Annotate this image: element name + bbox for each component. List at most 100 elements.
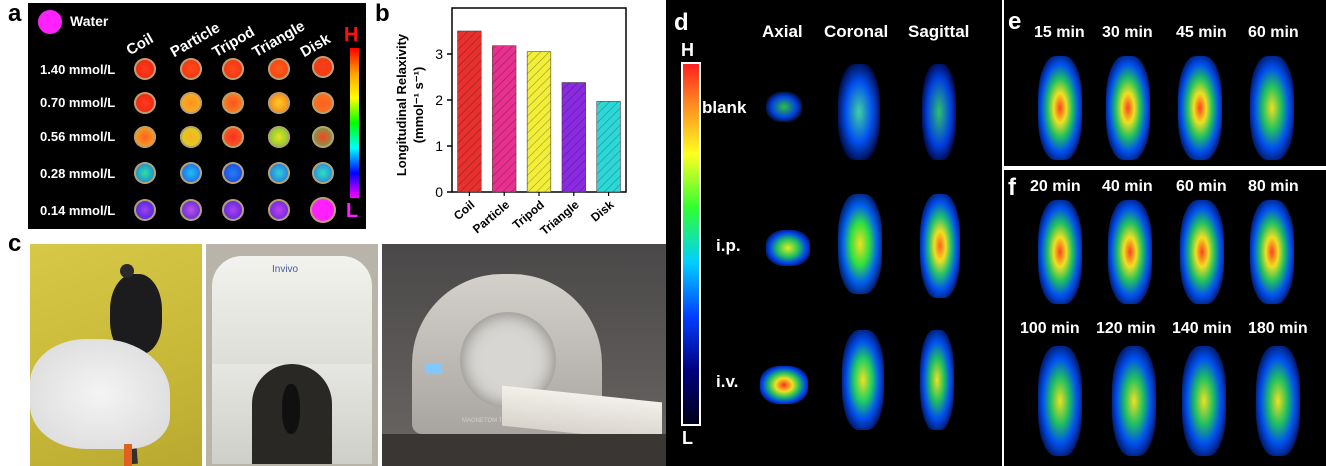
well: [134, 162, 156, 184]
e-time-1: 15 min: [1034, 24, 1085, 41]
well: [312, 126, 334, 148]
bar-hatch-tripod: [527, 51, 551, 193]
scan-axial-ip: [766, 230, 810, 266]
color-scale-bar: [350, 48, 359, 198]
well: [180, 199, 202, 221]
y-tick-label: 0: [435, 184, 443, 200]
coil-device-photo: Invivo: [206, 244, 378, 466]
row-label-2: 0.70 mmol/L: [40, 95, 116, 110]
well: [180, 126, 202, 148]
f-time-6: 120 min: [1096, 320, 1156, 337]
d-scale-low: L: [682, 428, 693, 448]
scale-low-label: L: [346, 200, 359, 222]
f-scan-1: [1038, 200, 1082, 304]
e-scan-3: [1178, 56, 1222, 160]
well: [222, 199, 244, 221]
water-legend: Water: [70, 13, 109, 29]
well: [312, 92, 334, 114]
f-scan-4: [1250, 200, 1294, 304]
bar-hatch-disk: [596, 101, 621, 192]
coil-housing: [212, 256, 372, 376]
well: [134, 126, 156, 148]
d-row-blank: blank: [702, 98, 747, 117]
scan-sagittal-iv: [920, 330, 954, 430]
well: [310, 197, 336, 223]
f-scan-7: [1182, 346, 1226, 456]
x-tick-label: Triangle: [537, 197, 581, 235]
f-time-7: 140 min: [1172, 320, 1232, 337]
glove: [30, 339, 170, 449]
f-time-1: 20 min: [1030, 178, 1081, 195]
well: [268, 162, 290, 184]
y-tick-label: 3: [435, 46, 443, 62]
well: [134, 199, 156, 221]
scan-sagittal-ip: [920, 194, 960, 298]
mouse-in-coil: [282, 384, 300, 434]
water-swatch: [38, 10, 62, 34]
d-row-iv: i.v.: [716, 372, 739, 391]
well: [222, 126, 244, 148]
panel-b-label: b: [375, 0, 390, 27]
well: [134, 92, 156, 114]
x-tick-label: Disk: [588, 197, 617, 224]
scan-axial-iv: [760, 366, 808, 404]
bar-hatch-particle: [492, 45, 517, 192]
x-tick-label: Coil: [451, 198, 477, 223]
well: [222, 92, 244, 114]
y-axis-label-line2: (mmol⁻¹ s⁻¹): [411, 67, 426, 144]
e-scan-2: [1106, 56, 1150, 160]
mouse-ear: [120, 264, 134, 278]
f-time-8: 180 min: [1248, 320, 1308, 337]
row-label-5: 0.14 mmol/L: [40, 203, 116, 218]
d-col-coronal: Coronal: [824, 22, 889, 41]
well: [180, 58, 202, 80]
scale-high-label: H: [344, 24, 359, 46]
invivo-brand: Invivo: [272, 264, 299, 275]
scanner-floor: [382, 434, 666, 466]
well: [312, 162, 334, 184]
row-label-1: 1.40 mmol/L: [40, 62, 116, 77]
well: [312, 56, 334, 78]
d-col-axial: Axial: [762, 22, 803, 41]
bar-hatch-coil: [457, 31, 482, 192]
d-row-ip: i.p.: [716, 236, 741, 255]
x-tick-label: Particle: [470, 197, 512, 235]
well: [180, 92, 202, 114]
row-label-4: 0.28 mmol/L: [40, 166, 116, 181]
bar-hatch-triangle: [561, 82, 586, 192]
e-scan-4: [1250, 56, 1294, 160]
scan-coronal-ip: [838, 194, 882, 294]
well: [222, 162, 244, 184]
scan-sagittal-blank: [922, 64, 956, 160]
well: [222, 58, 244, 80]
e-time-4: 60 min: [1248, 24, 1299, 41]
panel-f-label: f: [1008, 174, 1016, 201]
f-time-5: 100 min: [1020, 320, 1080, 337]
f-scan-5: [1038, 346, 1082, 456]
y-tick-label: 1: [435, 138, 443, 154]
panel-a: [28, 3, 366, 229]
scan-axial-blank: [766, 92, 802, 122]
e-scan-1: [1038, 56, 1082, 160]
catheter-tip: [124, 444, 132, 466]
f-scan-8: [1256, 346, 1300, 456]
f-scan-2: [1108, 200, 1152, 304]
well: [268, 58, 290, 80]
well: [268, 92, 290, 114]
well: [134, 58, 156, 80]
f-scan-3: [1180, 200, 1224, 304]
scanner-display: [426, 364, 442, 374]
scanner-model-label: MAGNETOM Trio: [462, 418, 509, 424]
d-scale-high: H: [681, 40, 694, 60]
panel-d-label-overlay: d: [674, 9, 689, 36]
f-time-3: 60 min: [1176, 178, 1227, 195]
panel-e-label: e: [1008, 8, 1022, 35]
well: [180, 162, 202, 184]
well: [268, 199, 290, 221]
d-scale-frame: [681, 62, 701, 426]
relaxivity-bar-chart: Longitudinal Relaxivity (mmol⁻¹ s⁻¹) 0 1 2…: [394, 7, 627, 235]
mouse-held-photo: [30, 244, 202, 466]
well: [268, 126, 290, 148]
f-time-2: 40 min: [1102, 178, 1153, 195]
e-time-3: 45 min: [1176, 24, 1227, 41]
